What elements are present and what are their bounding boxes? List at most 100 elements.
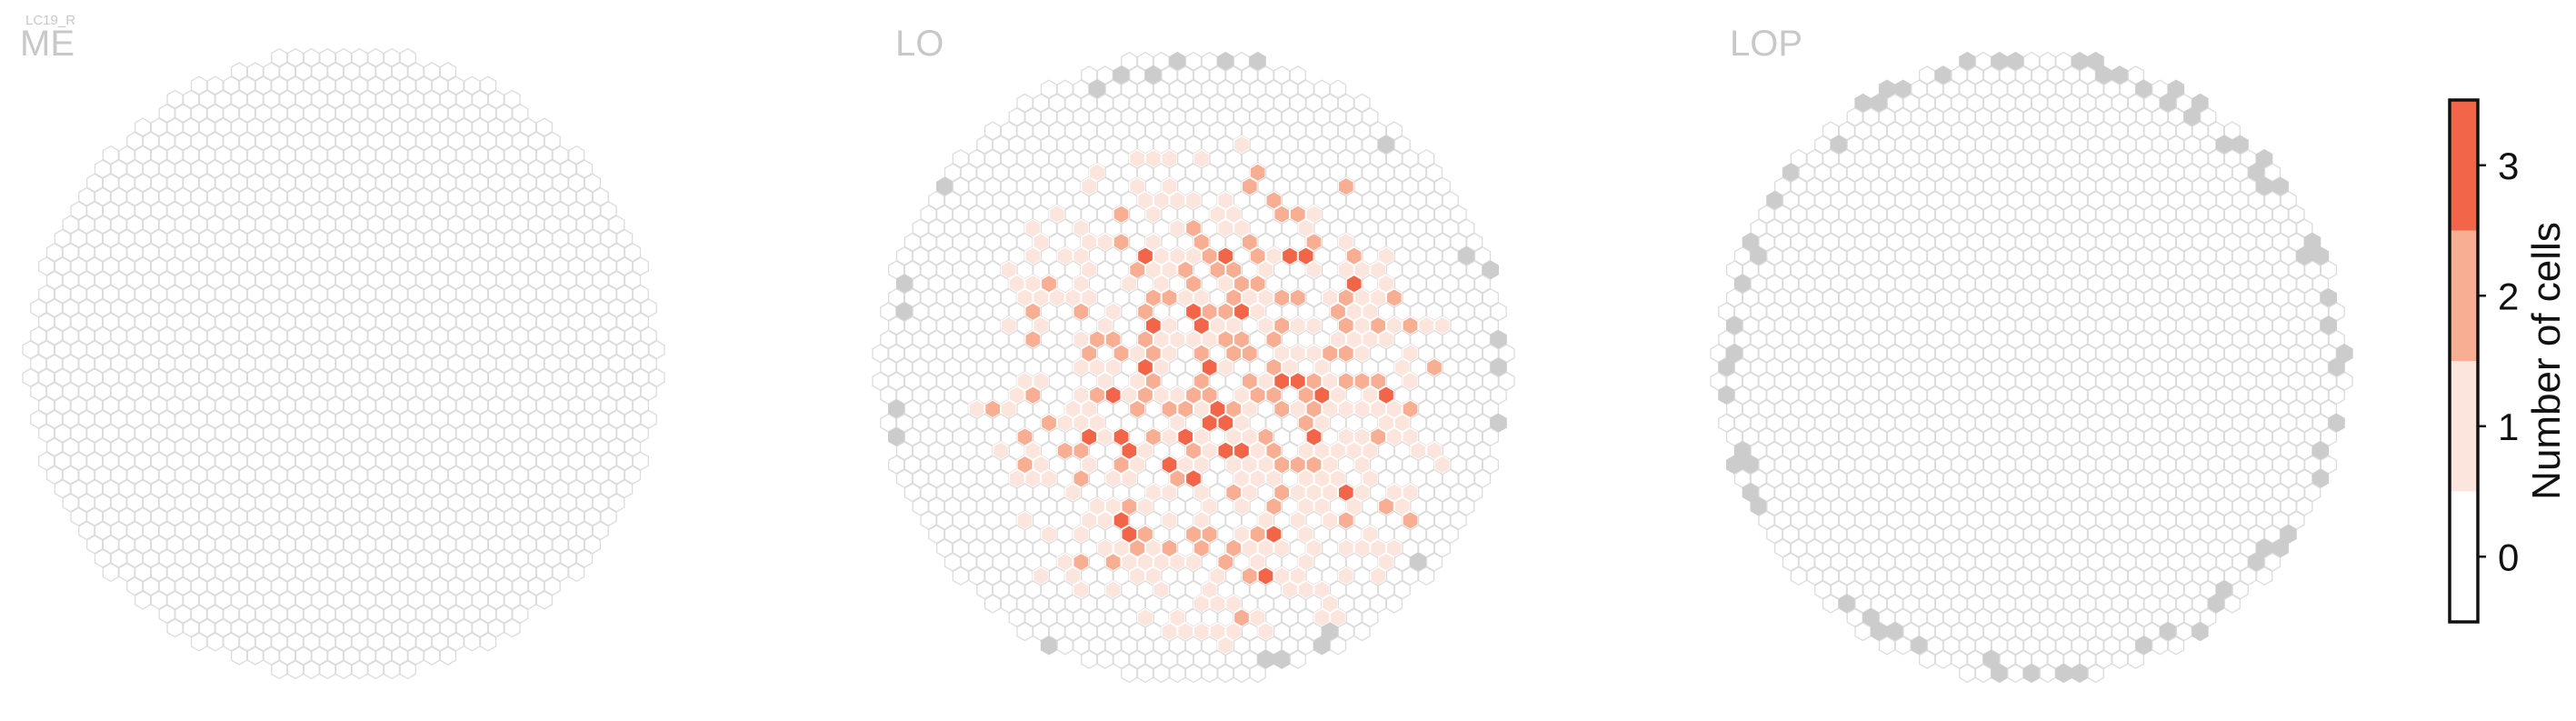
hex-cell — [135, 228, 152, 248]
hex-cell — [175, 215, 192, 235]
hex-cell — [198, 506, 215, 526]
hex-cell — [439, 256, 456, 276]
hex-cell — [504, 367, 521, 387]
colorbar-tick-label: 3 — [2498, 145, 2519, 187]
hex-cell — [246, 423, 264, 444]
hex-cell-value-2 — [1217, 302, 1234, 322]
hex-cell — [279, 173, 296, 193]
hex-cell — [166, 228, 184, 248]
hex-cell — [391, 201, 408, 221]
hex-cell — [45, 382, 64, 402]
hex-cell — [1201, 468, 1218, 488]
hex-cell-value-2 — [1265, 386, 1283, 406]
hex-cell — [431, 243, 449, 263]
hex-cell — [1281, 413, 1299, 433]
hex-cell — [279, 228, 296, 248]
hex-cell-value-1 — [1225, 455, 1243, 475]
hex-cell — [1033, 148, 1050, 169]
hex-cell — [1466, 344, 1483, 364]
hex-cell-value-1 — [1257, 287, 1274, 308]
hex-cell-value-1 — [1241, 287, 1258, 308]
hex-cell — [560, 409, 577, 429]
hex-cell-value-1 — [1169, 190, 1186, 210]
hex-cell — [1265, 274, 1283, 294]
hex-panel-lo — [872, 51, 1515, 684]
hex-cell-value-2 — [1144, 426, 1162, 447]
hex-cell — [544, 548, 561, 568]
hex-cell — [1345, 218, 1363, 238]
hex-cell — [1048, 483, 1065, 503]
hex-cell-value-1 — [1056, 246, 1073, 266]
hex-cell — [568, 451, 585, 471]
hex-cell — [279, 62, 296, 82]
hex-cell — [616, 228, 634, 248]
hex-cell — [327, 284, 344, 305]
hex-cell-value-1 — [1377, 413, 1395, 433]
hex-cell — [367, 604, 384, 624]
hex-cell-value-2 — [1201, 386, 1218, 406]
hex-cell — [150, 117, 167, 137]
hex-cell-value-1 — [1016, 371, 1033, 391]
hex-cell — [439, 62, 456, 82]
hex-cell — [552, 284, 569, 305]
hex-cell-value-1 — [1033, 455, 1050, 475]
hex-cell — [1081, 121, 1098, 141]
hex-cell — [311, 256, 328, 276]
hex-cell — [1322, 148, 1339, 169]
hex-cell — [86, 201, 104, 221]
hex-cell-value-2 — [1337, 287, 1354, 308]
hex-cell — [175, 298, 192, 318]
hex-cell — [584, 284, 601, 305]
hex-cell-value-1 — [1249, 441, 1266, 461]
hex-cell — [520, 367, 537, 387]
hex-cell — [464, 325, 481, 345]
hex-cell-value-1 — [1273, 344, 1291, 364]
hex-cell — [1217, 468, 1234, 488]
hex-cell — [1233, 664, 1251, 684]
hex-cell — [1016, 121, 1033, 141]
hex-cell — [479, 159, 497, 179]
hex-cell — [895, 413, 914, 433]
hex-cell — [383, 493, 401, 513]
hex-cell — [464, 493, 481, 513]
hex-cell — [78, 465, 95, 485]
hex-cell — [1482, 399, 1499, 419]
hex-cell — [1064, 260, 1082, 280]
hex-cell-value-1 — [1209, 315, 1226, 335]
hex-cell — [487, 340, 504, 360]
hex-cell-value-1 — [1241, 483, 1258, 503]
hex-cell — [447, 354, 464, 374]
hex-cell — [968, 260, 985, 280]
hex-cell — [1482, 371, 1499, 391]
hex-cell — [198, 173, 215, 193]
hex-cell — [1129, 93, 1146, 113]
hex-cell-value-2 — [1136, 386, 1154, 406]
hex-cell — [255, 382, 272, 402]
hex-cell — [520, 228, 537, 248]
hex-cell — [359, 145, 376, 165]
hex-cell — [1096, 65, 1113, 85]
hex-cell — [62, 437, 79, 457]
hex-cell — [928, 357, 945, 377]
hex-cell-value-1 — [1433, 315, 1451, 335]
hex-cell — [512, 465, 529, 485]
hex-cell — [1177, 344, 1194, 364]
hex-cell — [142, 409, 160, 429]
hex-cell-unmapped — [1991, 664, 2008, 684]
hex-cell — [175, 325, 192, 345]
hex-cell-value-2 — [1337, 176, 1354, 196]
hex-cell — [215, 256, 232, 276]
hex-cell — [1153, 79, 1170, 99]
hex-cell-value-1 — [1362, 302, 1379, 322]
hex-cell — [512, 243, 529, 263]
hex-cell — [150, 423, 167, 444]
hex-cell-value-1 — [1305, 205, 1323, 225]
hex-cell — [399, 325, 416, 345]
hex-cell — [367, 298, 384, 318]
hex-cell — [38, 340, 55, 360]
hex-cell — [968, 176, 985, 196]
hex-cell — [166, 367, 184, 387]
hex-cell — [424, 145, 441, 165]
hex-cell — [271, 548, 288, 568]
hex-cell — [375, 423, 393, 444]
